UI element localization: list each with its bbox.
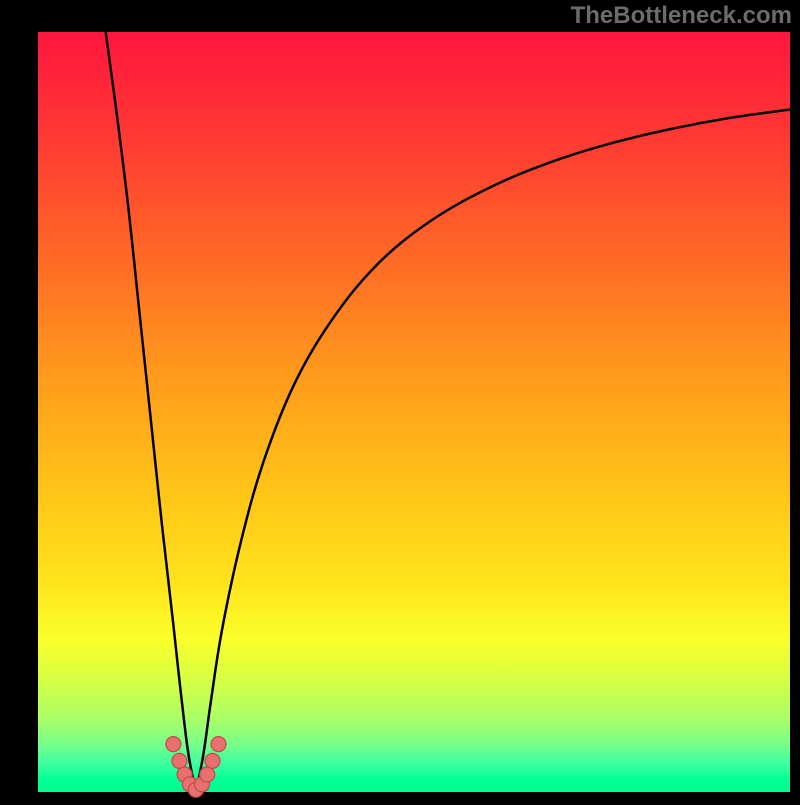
marker-point bbox=[205, 753, 220, 768]
marker-point bbox=[211, 737, 226, 752]
marker-point bbox=[166, 737, 181, 752]
chart-frame bbox=[0, 0, 800, 805]
watermark-text: TheBottleneck.com bbox=[571, 2, 792, 30]
marker-point bbox=[172, 753, 187, 768]
bottleneck-chart bbox=[0, 0, 800, 800]
marker-point bbox=[200, 767, 215, 782]
